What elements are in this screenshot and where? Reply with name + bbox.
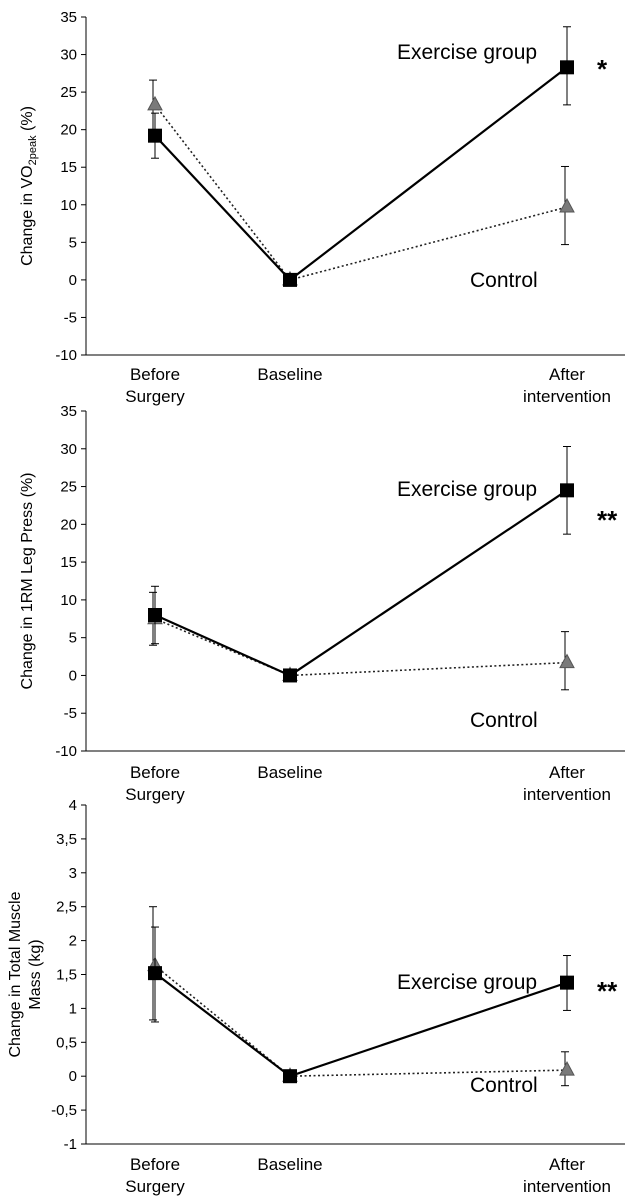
y-tick-label: -5 bbox=[64, 309, 77, 326]
y-tick-label: 5 bbox=[69, 234, 77, 251]
y-tick-label: 30 bbox=[60, 47, 77, 64]
y-tick-label: 2,5 bbox=[56, 899, 77, 916]
y-tick-label: 0 bbox=[69, 667, 77, 684]
y-tick-label: -10 bbox=[55, 347, 77, 364]
x-category-label: intervention bbox=[523, 785, 611, 804]
y-tick-label: 25 bbox=[60, 84, 77, 101]
control-series-line bbox=[154, 104, 568, 281]
x-category-label: Baseline bbox=[257, 365, 322, 384]
y-tick-label: -5 bbox=[64, 705, 77, 722]
y-tick-label: 10 bbox=[60, 197, 77, 214]
control-data-point bbox=[559, 197, 575, 213]
y-tick-label: 2 bbox=[69, 933, 77, 950]
y-tick-label: 3 bbox=[69, 865, 77, 882]
y-tick-label: 30 bbox=[60, 441, 77, 458]
y-tick-label: 25 bbox=[60, 479, 77, 496]
significance-marker: ** bbox=[597, 976, 618, 1006]
exercise-data-point bbox=[283, 272, 297, 287]
y-tick-label: -0,5 bbox=[51, 1102, 77, 1119]
exercise-series-line bbox=[154, 489, 568, 677]
x-category-label: After bbox=[549, 365, 585, 384]
significance-marker: * bbox=[597, 54, 608, 84]
exercise-group-annotation: Exercise group bbox=[397, 971, 537, 994]
x-category-label: After bbox=[549, 1155, 585, 1174]
x-category-label: Baseline bbox=[257, 1155, 322, 1174]
x-category-label: Surgery bbox=[125, 1177, 185, 1196]
y-tick-label: 1,5 bbox=[56, 967, 77, 984]
y-tick-label: 3,5 bbox=[56, 831, 77, 848]
y-tick-label: 0 bbox=[69, 1068, 77, 1085]
chart-panel-1: 35 30 25 20 15 10 5 0 -5 -10 Change in VO2peak (%)… bbox=[19, 9, 625, 406]
exercise-data-point bbox=[283, 668, 297, 683]
exercise-data-point bbox=[560, 60, 574, 75]
x-category-label: Before bbox=[130, 763, 180, 782]
control-data-point bbox=[559, 653, 575, 669]
significance-marker: ** bbox=[597, 505, 618, 535]
exercise-group-annotation: Exercise group bbox=[397, 41, 537, 64]
x-category-label: Before bbox=[130, 365, 180, 384]
y-tick-label: 1 bbox=[69, 1000, 77, 1017]
y-axis-label: Change in VO2peak (%) bbox=[19, 106, 39, 266]
exercise-group-annotation: Exercise group bbox=[397, 478, 537, 501]
exercise-data-point bbox=[283, 1069, 297, 1084]
y-tick-label: 5 bbox=[69, 630, 77, 647]
x-category-label: After bbox=[549, 763, 585, 782]
y-tick-label: 20 bbox=[60, 122, 77, 139]
y-tick-label: 10 bbox=[60, 592, 77, 609]
exercise-series-line bbox=[154, 66, 568, 282]
control-data-point bbox=[147, 95, 163, 111]
exercise-data-point bbox=[148, 128, 162, 143]
y-axis-label: Change in Total Muscle bbox=[7, 891, 24, 1057]
y-axis-label: Mass (kg) bbox=[27, 939, 44, 1009]
control-annotation: Control bbox=[470, 269, 538, 292]
control-data-point bbox=[559, 1061, 575, 1076]
exercise-data-point bbox=[148, 966, 162, 981]
control-annotation: Control bbox=[470, 709, 538, 732]
x-category-label: Surgery bbox=[125, 387, 185, 406]
x-category-label: intervention bbox=[523, 387, 611, 406]
x-category-label: Before bbox=[130, 1155, 180, 1174]
exercise-data-point bbox=[148, 608, 162, 622]
x-category-label: Baseline bbox=[257, 763, 322, 782]
x-category-label: Surgery bbox=[125, 785, 185, 804]
y-tick-label: -1 bbox=[64, 1136, 77, 1153]
y-tick-label: 35 bbox=[60, 403, 77, 420]
y-tick-label: -10 bbox=[55, 743, 77, 760]
exercise-data-point bbox=[560, 483, 574, 498]
y-tick-label: 15 bbox=[60, 159, 77, 176]
y-tick-label: 35 bbox=[60, 9, 77, 26]
y-tick-label: 4 bbox=[69, 797, 77, 814]
y-tick-label: 20 bbox=[60, 516, 77, 533]
control-annotation: Control bbox=[470, 1074, 538, 1097]
y-axis-label: Change in 1RM Leg Press (%) bbox=[19, 473, 36, 690]
y-tick-label: 0 bbox=[69, 272, 77, 289]
chart-panel-2: 35 30 25 20 15 10 5 0 -5 -10 Change in 1RM Leg Pre… bbox=[19, 403, 625, 804]
y-tick-label: 15 bbox=[60, 554, 77, 571]
exercise-data-point bbox=[560, 975, 574, 990]
x-category-label: intervention bbox=[523, 1177, 611, 1196]
y-tick-label: 0,5 bbox=[56, 1034, 77, 1051]
chart-panel-3: 4 3,5 3 2,5 2 1,5 1 0,5 0 -0,5 -1 Change in Total M… bbox=[7, 797, 625, 1196]
